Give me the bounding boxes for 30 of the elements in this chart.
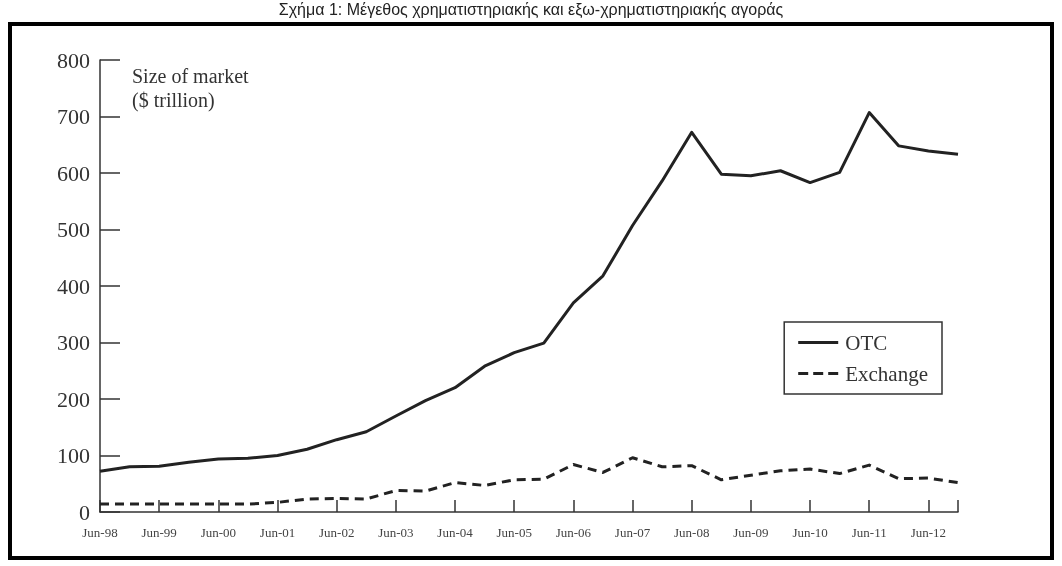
chart-title: Σχήμα 1: Μέγεθος χρηματιστηριακής και εξω-χρηματιστηριακής αγοράς [277, 0, 785, 20]
x-tick-label: Jun-08 [674, 525, 710, 540]
y-axis-title: Size of market ($ trillion) [132, 65, 254, 112]
x-tick-label: Jun-04 [437, 525, 474, 540]
x-tick-label: Jun-01 [259, 525, 296, 540]
x-tick-label: Jun-10 [792, 525, 828, 540]
x-tick-label: Jun-00 [200, 525, 237, 540]
y-tick-label: 800 [57, 47, 90, 73]
x-tick-label: Jun-05 [496, 525, 532, 540]
y-tick-label: 100 [57, 443, 90, 468]
x-tick-label: Jun-98 [82, 525, 118, 540]
line-series [98, 456, 960, 506]
y-tick-label: 0 [79, 499, 90, 525]
x-tick-label: Jun-07 [614, 525, 651, 540]
y-tick-label: 700 [57, 104, 90, 129]
legend-label: Exchange [845, 361, 929, 386]
legend-label: OTC [845, 330, 888, 355]
x-tick-label: Jun-99 [141, 525, 177, 540]
x-tick-label: Jun-03 [378, 525, 414, 540]
x-tick-label: Jun-02 [318, 525, 355, 540]
y-tick-label: 400 [57, 273, 90, 299]
y-tick-label: 300 [57, 330, 90, 355]
x-tick-label: Jun-11 [851, 525, 887, 540]
x-tick-label: Jun-12 [910, 525, 947, 540]
line-series [98, 111, 960, 473]
y-tick-label: 600 [57, 160, 90, 186]
y-tick-label: 200 [57, 386, 90, 412]
x-tick-label: Jun-06 [555, 525, 592, 540]
y-tick-label: 500 [57, 217, 90, 242]
x-tick-label: Jun-09 [733, 525, 769, 540]
